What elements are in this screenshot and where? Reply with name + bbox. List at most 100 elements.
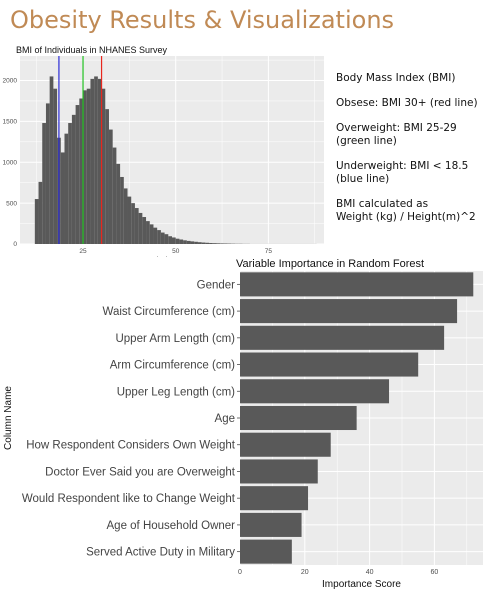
histogram-bar — [183, 240, 187, 244]
histogram-bar — [53, 88, 58, 244]
importance-bar — [240, 486, 309, 511]
histogram-bar — [34, 199, 39, 244]
importance-x-tick-label: 20 — [301, 569, 309, 576]
histogram-x-axis-label: bmi — [157, 256, 167, 257]
histogram-bar — [172, 237, 176, 244]
histogram-bar — [164, 234, 169, 244]
histogram-y-tick-label: 2000 — [3, 78, 18, 85]
bmi-notes: Body Mass Index (BMI) Obsese: BMI 30+ (r… — [336, 72, 488, 236]
importance-category-label: Doctor Ever Said you are Overweight — [45, 466, 236, 478]
histogram-bar — [68, 123, 72, 244]
histogram-bar — [142, 217, 147, 244]
histogram-bar — [209, 243, 213, 244]
histogram-bar — [94, 76, 98, 244]
histogram-bar — [205, 242, 210, 244]
histogram-bar — [127, 196, 132, 244]
importance-bar — [240, 325, 445, 350]
importance-category-label: Upper Arm Length (cm) — [115, 333, 235, 345]
histogram-bar — [116, 163, 121, 244]
histogram-x-tick-label: 50 — [172, 248, 180, 255]
histogram-bar — [105, 109, 109, 244]
importance-bar — [240, 299, 458, 324]
importance-category-label: Gender — [197, 279, 236, 291]
page-title: Obesity Results & Visualizations — [10, 6, 395, 34]
histogram-bar — [45, 103, 50, 244]
importance-category-label: Age of Household Owner — [107, 520, 236, 532]
histogram-bar — [168, 236, 172, 244]
importance-bar — [240, 272, 474, 297]
histogram-bar — [201, 242, 206, 244]
histogram-bar — [212, 243, 217, 244]
importance-x-axis-label: Importance Score — [322, 579, 401, 590]
importance-x-tick-label: 60 — [431, 569, 439, 576]
histogram-x-tick-label: 75 — [265, 248, 273, 255]
histogram-y-tick-label: 500 — [6, 200, 17, 207]
histogram-bar — [138, 212, 143, 244]
histogram-bar — [86, 88, 91, 244]
histogram-bar — [97, 78, 102, 244]
note-obese: Obsese: BMI 30+ (red line) — [336, 97, 478, 109]
histogram-bar — [75, 105, 80, 244]
importance-category-label: How Respondent Considers Own Weight — [26, 440, 236, 452]
note-bmi: Body Mass Index (BMI) — [336, 72, 456, 84]
importance-category-label: Served Active Duty in Military — [86, 547, 235, 559]
histogram-x-tick-label: 25 — [79, 248, 87, 255]
histogram-bar — [153, 227, 158, 244]
note-underweight: Underweight: BMI < 18.5 (blue line) — [336, 160, 469, 185]
histogram-bar — [186, 240, 191, 244]
histogram-bar — [83, 90, 87, 244]
importance-bar — [240, 539, 292, 564]
histogram-bar — [79, 98, 84, 244]
importance-x-tick-label: 40 — [366, 569, 374, 576]
histogram-bar — [190, 241, 195, 244]
histogram-bar — [108, 129, 113, 244]
histogram-bar — [49, 76, 54, 244]
histogram-bar — [131, 203, 135, 244]
bmi-histogram-chart: BMI of Individuals in NHANES Survey 25 50 7… — [3, 45, 324, 257]
histogram-bar — [42, 123, 46, 244]
importance-y-axis-label: Column Name — [3, 386, 14, 450]
importance-category-label: Upper Leg Length (cm) — [117, 386, 235, 398]
histogram-bar — [216, 243, 221, 244]
note-calc-line2: Weight (kg) / Height(m)^2 — [336, 211, 476, 223]
importance-chart-title: Variable Importance in Random Forest — [236, 258, 424, 270]
histogram-bar — [38, 181, 43, 244]
histogram-bar — [160, 232, 165, 244]
variable-importance-chart: Variable Importance in Random Forest 0 20 4… — [3, 258, 483, 590]
histogram-y-tick-label: 0 — [13, 241, 17, 248]
histogram-bar — [197, 242, 202, 244]
histogram-bar — [112, 147, 117, 244]
note-overweight: Overweight: BMI 25-29 (green line) — [336, 122, 457, 147]
histogram-bar — [146, 221, 150, 244]
histogram-bar — [134, 208, 139, 244]
importance-bar — [240, 405, 357, 431]
importance-category-label: Arm Circumference (cm) — [110, 360, 235, 372]
histogram-bar — [60, 152, 65, 244]
histogram-bar — [179, 239, 184, 244]
importance-bar — [240, 432, 331, 457]
note-calc-line1: BMI calculated as — [336, 198, 429, 210]
histogram-bar — [194, 241, 198, 244]
histogram-bar — [220, 243, 224, 244]
histogram-bar — [175, 238, 180, 244]
importance-bar — [240, 459, 318, 484]
histogram-title: BMI of Individuals in NHANES Survey — [16, 45, 168, 55]
histogram-bar — [120, 176, 124, 244]
importance-category-label: Age — [215, 413, 235, 425]
histogram-bar — [71, 114, 76, 244]
histogram-bar — [157, 230, 161, 244]
histogram-bar — [90, 78, 95, 244]
importance-bar — [240, 352, 419, 377]
importance-category-label: Would Respondent like to Change Weight — [22, 493, 236, 505]
importance-category-label: Waist Circumference (cm) — [103, 306, 236, 318]
histogram-y-tick-label: 1500 — [3, 119, 18, 126]
histogram-y-tick-label: 1000 — [3, 159, 18, 166]
importance-x-tick-label: 0 — [238, 569, 242, 576]
importance-bar — [240, 512, 302, 537]
histogram-bar — [101, 88, 106, 244]
note-calculation: BMI calculated as Weight (kg) / Height(m… — [336, 198, 488, 224]
histogram-bar — [149, 224, 154, 244]
importance-bar — [240, 379, 390, 404]
histogram-bar — [64, 133, 69, 244]
histogram-bar — [123, 188, 128, 244]
